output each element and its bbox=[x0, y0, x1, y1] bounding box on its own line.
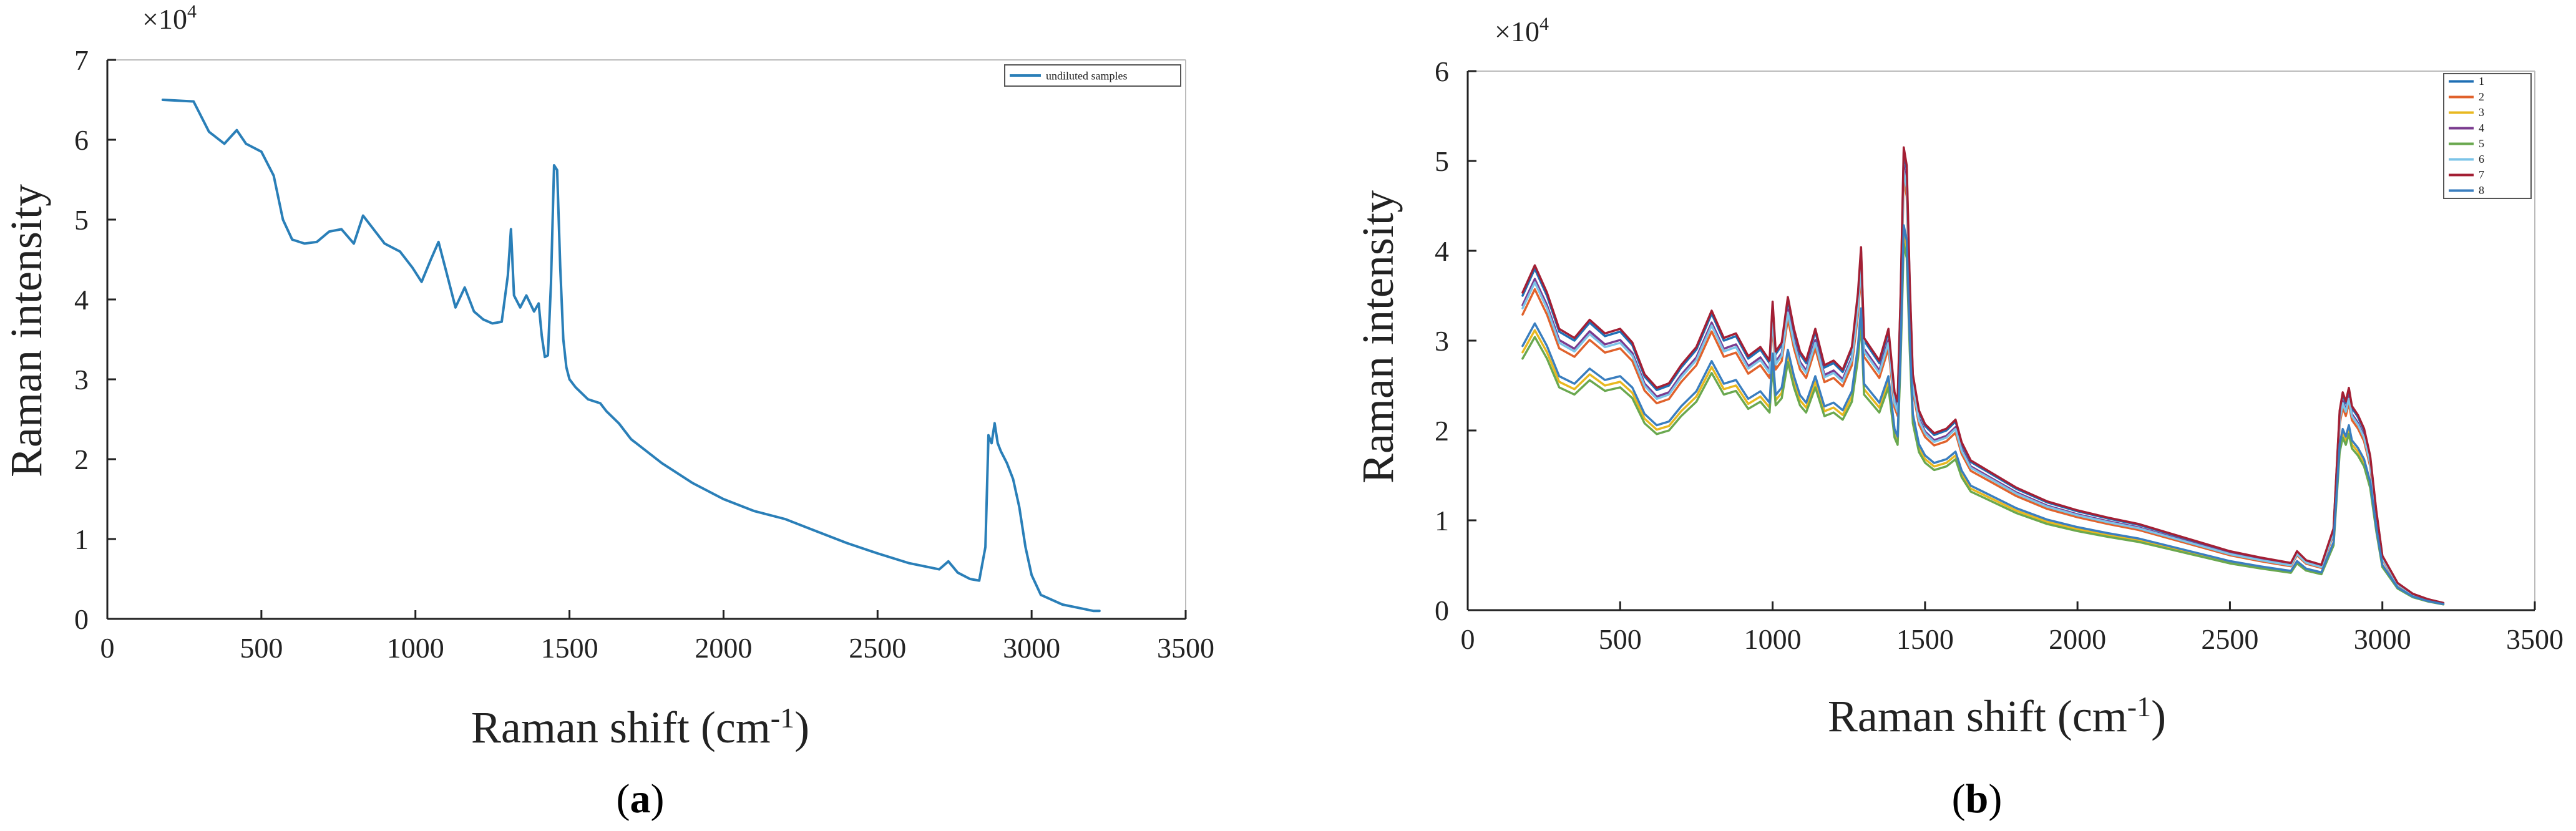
panel-a-series bbox=[161, 99, 1101, 613]
panel-a-x-tick-label: 1500 bbox=[541, 632, 598, 664]
panel-a-x-tick-label: 2500 bbox=[849, 632, 906, 664]
panel-a-y-tick-label: 3 bbox=[74, 364, 89, 396]
panel-a-x-tick-label: 1000 bbox=[387, 632, 444, 664]
panel-b-legend-label: 3 bbox=[2479, 106, 2484, 119]
panel-a-series-undiluted-samples bbox=[161, 99, 1101, 613]
panel-a-x-tick-label: 500 bbox=[240, 632, 283, 664]
panel-a-y-tick-label: 5 bbox=[74, 204, 89, 236]
panel-a-y-tick-label: 4 bbox=[74, 284, 89, 316]
panel-a-y-tick-label: 2 bbox=[74, 444, 89, 475]
panel-a-x-tick-label: 0 bbox=[100, 632, 115, 664]
panel-b-series-1 bbox=[1521, 150, 2445, 605]
panel-a-legend-label: undiluted samples bbox=[1046, 69, 1127, 82]
panel-a-label: (a) bbox=[617, 776, 665, 822]
panel-a-y-tick-label: 1 bbox=[74, 523, 89, 555]
panel-b-series-3 bbox=[1521, 233, 2445, 606]
panel-a-xlabel: Raman shift (cm-1) bbox=[471, 702, 809, 752]
panel-b-x-tick-label: 2000 bbox=[2049, 623, 2106, 655]
panel-a-y-tick-label: 7 bbox=[74, 44, 89, 76]
panel-b-y-tick-label: 2 bbox=[1435, 415, 1449, 447]
panel-b-y-tick-label: 3 bbox=[1435, 325, 1449, 357]
panel-b-series-2 bbox=[1521, 178, 2445, 605]
panel-b-legend-label: 2 bbox=[2479, 90, 2484, 103]
panel-a-legend: undiluted samples bbox=[1004, 64, 1181, 87]
panel-b-x-tick-label: 1500 bbox=[1896, 623, 1954, 655]
panel-b-y-tick-label: 4 bbox=[1435, 235, 1449, 267]
panel-b-legend-label: 6 bbox=[2479, 153, 2484, 165]
panel-b-x-tick-label: 2500 bbox=[2201, 623, 2258, 655]
panel-b-y-tick-label: 5 bbox=[1435, 145, 1449, 177]
panel-a-x-tick-label: 3000 bbox=[1003, 632, 1060, 664]
panel-b-x-tick-label: 3500 bbox=[2506, 623, 2564, 655]
panel-b-series-4 bbox=[1521, 164, 2445, 605]
panel-b-legend-label: 5 bbox=[2479, 137, 2484, 150]
panel-a-ylabel: Raman intensity bbox=[1, 184, 51, 477]
panel-b-legend: 1 2 3 4 5 6 7 8 bbox=[2443, 73, 2532, 199]
panel-b-xlabel: Raman shift (cm-1) bbox=[1828, 691, 2166, 741]
panel-a-axes: 0 500 1000 1500 2000 2500 3000 3500 0 1 2 3 4 5 6 7 bbox=[74, 44, 1214, 664]
panel-a-y-tick-label: 6 bbox=[74, 124, 89, 156]
panel-b-legend-label: 8 bbox=[2479, 184, 2484, 197]
panel-b-legend-label: 7 bbox=[2479, 168, 2484, 181]
panel-b-x-tick-label: 3000 bbox=[2354, 623, 2411, 655]
panel-b: 0 500 1000 1500 2000 2500 3000 3500 0 1 2 3 4 5 6 1 2 3 4… bbox=[1353, 14, 2564, 822]
panel-a-x-tick-label: 3500 bbox=[1157, 632, 1214, 664]
panel-b-x-tick-label: 500 bbox=[1599, 623, 1642, 655]
panel-a: 0 500 1000 1500 2000 2500 3000 3500 0 1 2 3 4 5 6 7 und… bbox=[1, 1, 1214, 822]
panel-b-x-tick-label: 0 bbox=[1461, 623, 1475, 655]
panel-b-multiplier: ×104 bbox=[1495, 14, 1549, 47]
panel-b-label: (b) bbox=[1952, 776, 2003, 822]
panel-b-y-tick-label: 6 bbox=[1435, 56, 1449, 87]
panel-b-legend-box bbox=[2443, 73, 2532, 199]
panel-b-series-7 bbox=[1521, 146, 2445, 605]
panel-b-ylabel: Raman intensity bbox=[1353, 190, 1403, 484]
panel-a-y-tick-label: 0 bbox=[74, 603, 89, 635]
panel-b-series bbox=[1521, 146, 2445, 606]
panel-b-legend-label: 4 bbox=[2479, 122, 2484, 134]
panel-b-y-tick-label: 1 bbox=[1435, 505, 1449, 537]
panel-a-multiplier: ×104 bbox=[142, 1, 197, 35]
panel-b-legend-label: 1 bbox=[2479, 75, 2484, 87]
panel-b-axes: 0 500 1000 1500 2000 2500 3000 3500 0 1 2 3 4 5 6 bbox=[1435, 56, 2564, 655]
panel-b-x-tick-label: 1000 bbox=[1744, 623, 1802, 655]
panel-b-y-tick-label: 0 bbox=[1435, 595, 1449, 626]
panel-b-series-8 bbox=[1521, 224, 2445, 606]
panel-a-x-tick-label: 2000 bbox=[695, 632, 752, 664]
